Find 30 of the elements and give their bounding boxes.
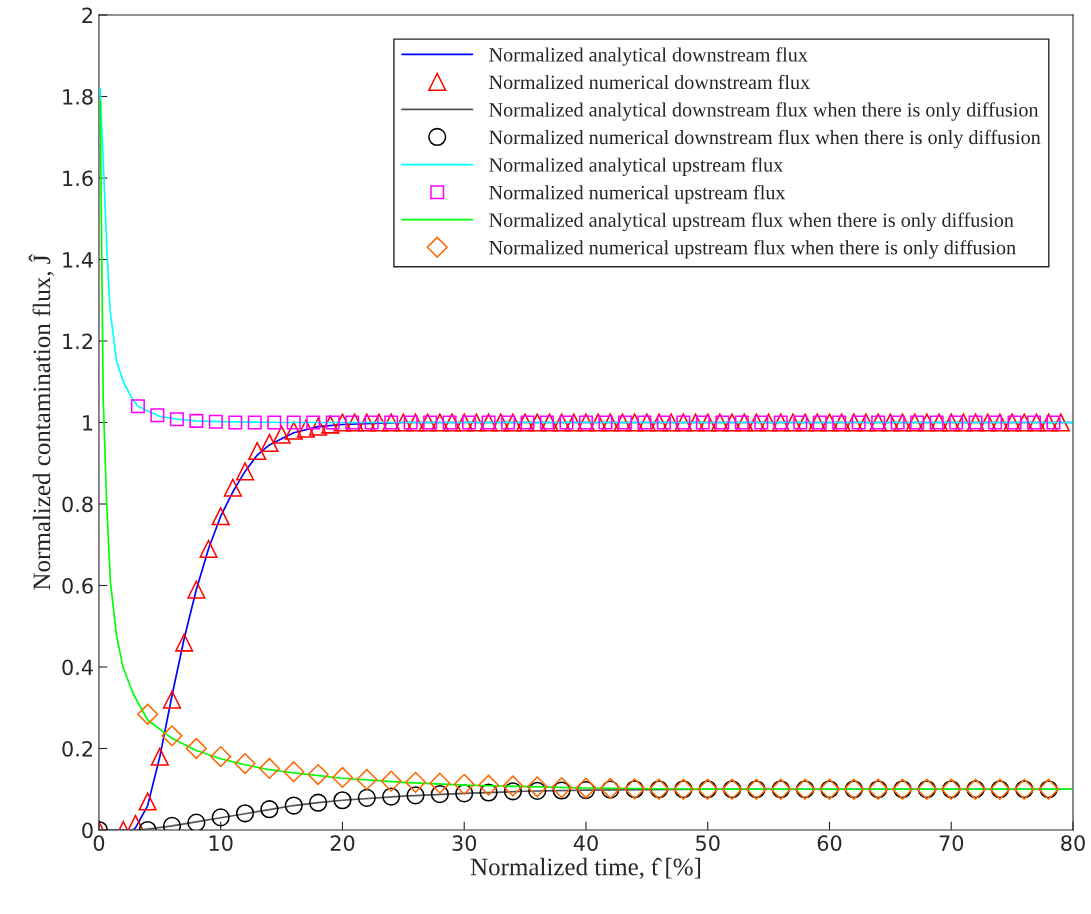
x-tick-label: 60: [817, 835, 842, 851]
x-tick-label: 30: [452, 835, 477, 851]
y-tick-label: 2: [82, 7, 93, 23]
x-tick-label: 80: [1061, 835, 1085, 851]
legend-label: Normalized numerical downstream flux: [489, 74, 810, 90]
legend-label: Normalized analytical upstream flux when there is only diffusion: [489, 212, 1014, 232]
y-axis-title: Normalized contamination flux, Ĵ: [28, 254, 54, 590]
y-tick-label: 1.8: [63, 88, 93, 105]
y-tick-label: 0.2: [62, 740, 93, 757]
legend-label: Normalized analytical downstream flux when there is only diffusion: [489, 102, 1039, 121]
x-tick-label: 10: [209, 835, 233, 851]
x-tick-label: 70: [939, 835, 964, 851]
legend-label: Normalized analytical upstream flux: [489, 157, 784, 176]
y-tick-label: 1.2: [63, 333, 93, 349]
x-tick-label: 20: [330, 835, 355, 851]
x-tick-label: 40: [573, 835, 598, 851]
y-tick-label: 1: [83, 415, 93, 431]
legend-label: Normalized analytical downstream flux: [489, 47, 808, 66]
y-tick-label: 1.4: [63, 252, 93, 268]
x-tick-label: 0: [93, 835, 105, 851]
x-tick-label: 50: [696, 835, 720, 851]
x-axis-title: Normalized time, t̂ [%]: [470, 857, 701, 879]
legend-label: Normalized numerical upstream flux: [489, 185, 786, 204]
y-tick-label: 1.6: [63, 170, 93, 187]
y-tick-label: 0.4: [62, 659, 93, 676]
y-tick-label: 0.6: [62, 577, 93, 594]
y-tick-label: 0: [82, 822, 93, 839]
legend-label: Normalized numerical downstream flux when there is only diffusion: [489, 129, 1041, 149]
legend-label: Normalized numerical upstream flux when there is only diffusion: [489, 240, 1016, 259]
y-tick-label: 0.8: [62, 496, 93, 513]
